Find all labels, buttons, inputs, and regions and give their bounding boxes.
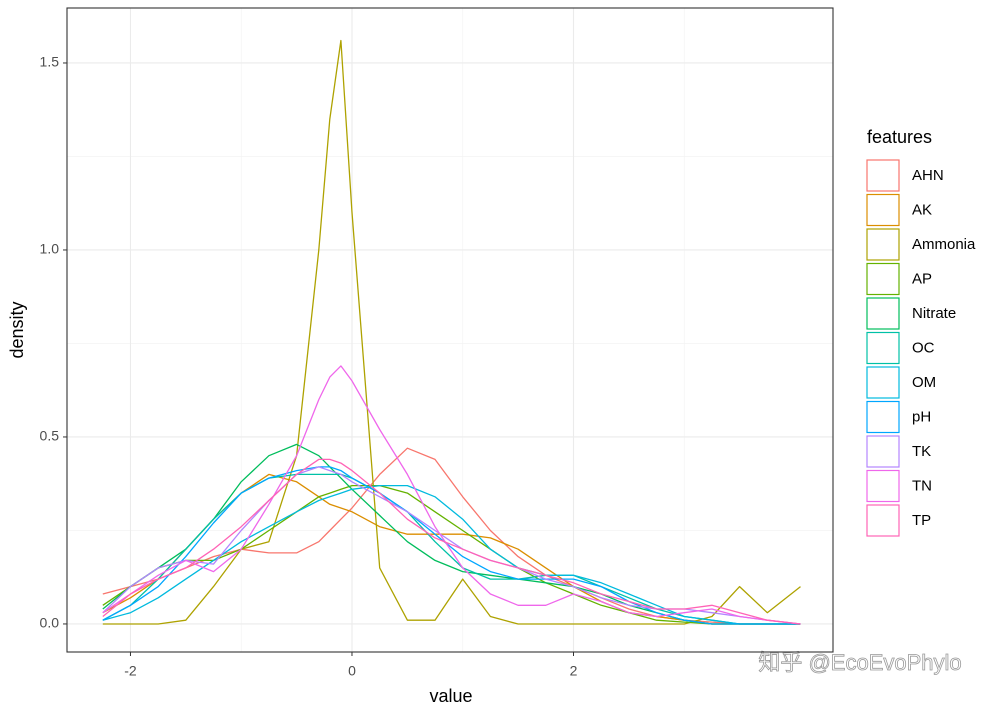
legend-label: Nitrate xyxy=(912,305,956,322)
x-axis-title: value xyxy=(429,686,472,706)
legend-key xyxy=(866,469,900,503)
x-tick-label: 2 xyxy=(570,663,578,679)
legend-key xyxy=(866,193,900,227)
y-tick-label: 1.0 xyxy=(40,241,60,257)
legend-key xyxy=(866,400,900,434)
y-tick-label: 1.5 xyxy=(40,54,60,70)
y-axis-title: density xyxy=(7,301,27,358)
legend-label: OM xyxy=(912,374,936,391)
legend-title: features xyxy=(867,127,932,147)
y-tick-label: 0.0 xyxy=(40,615,60,631)
legend-key xyxy=(866,331,900,365)
density-line xyxy=(102,484,801,625)
density-line xyxy=(102,458,801,625)
density-line xyxy=(102,484,801,625)
legend-key xyxy=(866,262,900,296)
legend-label: pH xyxy=(912,408,931,425)
y-tick-label: 0.5 xyxy=(40,428,60,444)
legend-label: AHN xyxy=(912,167,944,184)
watermark: 知乎 @EcoEvoPhylo xyxy=(758,650,961,675)
legend-key xyxy=(866,504,900,537)
panel-border xyxy=(66,7,834,653)
legend-label: TK xyxy=(912,443,931,460)
legend-label: AK xyxy=(912,201,932,218)
density-line xyxy=(102,39,801,625)
legend-label: Ammonia xyxy=(912,236,976,253)
legend-label: AP xyxy=(912,270,932,287)
legend-label: TN xyxy=(912,477,932,494)
legend-key xyxy=(866,228,900,261)
legend-key xyxy=(866,297,900,330)
legend-label: TP xyxy=(912,512,931,529)
x-tick-label: -2 xyxy=(124,663,137,679)
density-line xyxy=(102,365,801,625)
density-line xyxy=(102,473,801,625)
legend-key xyxy=(866,366,900,399)
legend-key xyxy=(866,159,900,192)
x-tick-label: 0 xyxy=(348,663,356,679)
legend-label: OC xyxy=(912,339,935,356)
density-line xyxy=(102,466,801,625)
legend-key xyxy=(866,435,900,468)
